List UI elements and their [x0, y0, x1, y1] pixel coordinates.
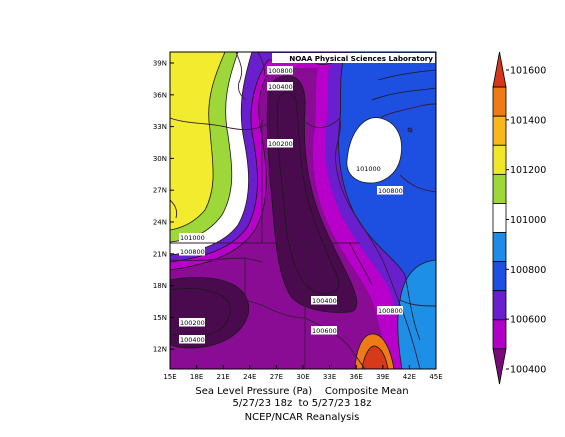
- contour-label-bg: [311, 296, 337, 305]
- caption-line-1: Sea Level Pressure (Pa) Composite Mean: [195, 386, 408, 397]
- contour-label-bg: [267, 139, 293, 148]
- colorbar-segment: [492, 115, 507, 146]
- y-tick-label: 39N: [153, 60, 167, 68]
- colorbar-segments: [492, 51, 507, 385]
- credit-text: NOAA Physical Sciences Laboratory: [289, 54, 433, 63]
- colorbar-tick-label: 101600: [510, 66, 546, 77]
- contour-label: 100400: [180, 336, 205, 344]
- shade-red: [362, 345, 388, 369]
- caption-line-3: NCEP/NCAR Reanalysis: [245, 412, 360, 423]
- contour-label: 100200: [268, 140, 293, 148]
- x-axis: 15E 18E 21E 24E 27E 30E 33E 36E 39E 42E 45E: [163, 365, 443, 381]
- contour-label: 100400: [312, 297, 337, 305]
- colorbar-segment: [492, 232, 507, 263]
- colorbar-segment: [492, 51, 507, 88]
- slp-composite-map: NOAA Physical Sciences Laboratory 100800…: [153, 51, 443, 381]
- contour-label: 101000: [180, 234, 205, 242]
- contour-label-bg: [179, 247, 205, 256]
- colorbar-segment: [492, 348, 507, 385]
- x-tick-label: 39E: [376, 373, 389, 381]
- x-tick-label: 45E: [429, 373, 442, 381]
- credit-banner: NOAA Physical Sciences Laboratory: [272, 53, 435, 63]
- contour-label: 101000: [356, 165, 381, 173]
- y-tick-label: 24N: [153, 219, 167, 227]
- figure-caption: Sea Level Pressure (Pa) Composite Mean 5…: [195, 386, 408, 423]
- colorbar-ticks: 101600 101400 101200 101000 100800 100600 1004…: [506, 66, 546, 376]
- colorbar: 101600 101400 101200 101000 100800 100600 1004…: [492, 51, 546, 385]
- colorbar-tick-label: 101400: [510, 115, 546, 126]
- shade-yellow-high: [170, 52, 225, 230]
- contour-label-bg: [377, 186, 403, 195]
- contour-label-bg: [179, 233, 205, 242]
- contour-label-bg: [267, 82, 293, 91]
- x-tick-label: 18E: [190, 373, 203, 381]
- contour-label: 100200: [180, 319, 205, 327]
- contour-label-bg: [377, 306, 403, 315]
- x-tick-label: 30E: [296, 373, 309, 381]
- contour-label: 100600: [312, 327, 337, 335]
- y-tick-label: 21N: [153, 250, 167, 258]
- colorbar-tick-label: 100800: [510, 265, 546, 276]
- x-tick-label: 36E: [350, 373, 363, 381]
- x-tick-label: 15E: [163, 373, 176, 381]
- contour-label-bg: [179, 318, 205, 327]
- contour-label: 100800: [378, 187, 403, 195]
- colorbar-segment: [492, 261, 507, 292]
- shade-darkpurple-core: [267, 75, 357, 313]
- shade-darkpurple-west: [170, 277, 249, 348]
- contour-label-bg: [311, 326, 337, 335]
- contour-label: 100400: [268, 83, 293, 91]
- y-tick-label: 27N: [153, 187, 167, 195]
- contour-label-bg: [355, 164, 381, 173]
- lake-marker: [407, 127, 413, 133]
- colorbar-tick-label: 100400: [510, 365, 546, 376]
- contour-label: 100800: [268, 67, 293, 75]
- contour-label-bg: [179, 335, 205, 344]
- x-tick-label: 24E: [243, 373, 256, 381]
- colorbar-segment: [492, 203, 507, 233]
- colorbar-segment: [492, 86, 507, 117]
- shade-green: [170, 52, 238, 242]
- colorbar-tick-label: 101200: [510, 165, 546, 176]
- x-tick-label: 33E: [323, 373, 336, 381]
- isobar-contours: [170, 52, 436, 369]
- shade-white-west: [170, 52, 252, 255]
- colorbar-segment: [492, 144, 507, 175]
- x-tick-label: 42E: [403, 373, 416, 381]
- colorbar-segment: [492, 319, 507, 350]
- colorbar-segment: [492, 173, 507, 204]
- x-tick-label: 27E: [270, 373, 283, 381]
- x-tick-label: 21E: [217, 373, 230, 381]
- colorbar-segment: [492, 290, 507, 321]
- y-tick-label: 12N: [153, 346, 167, 354]
- contour-label: 100800: [378, 307, 403, 315]
- contour-label-bg: [267, 66, 293, 75]
- y-tick-label: 33N: [153, 123, 167, 131]
- country-borders: [170, 52, 436, 369]
- caption-line-2: 5/27/23 18z to 5/27/23 18z: [233, 398, 372, 409]
- y-tick-label: 30N: [153, 155, 167, 163]
- y-tick-label: 36N: [153, 91, 167, 99]
- contour-labels: 100800 100400 100200 101000 100800 101000 1008…: [179, 66, 403, 344]
- colorbar-tick-label: 101000: [510, 215, 546, 226]
- contour-label: 100800: [180, 248, 205, 256]
- y-tick-label: 18N: [153, 282, 167, 290]
- y-axis: 39N 36N 33N 30N 27N 24N 21N 18N 15N 12N: [153, 60, 174, 354]
- colorbar-tick-label: 100600: [510, 315, 546, 326]
- y-tick-label: 15N: [153, 314, 167, 322]
